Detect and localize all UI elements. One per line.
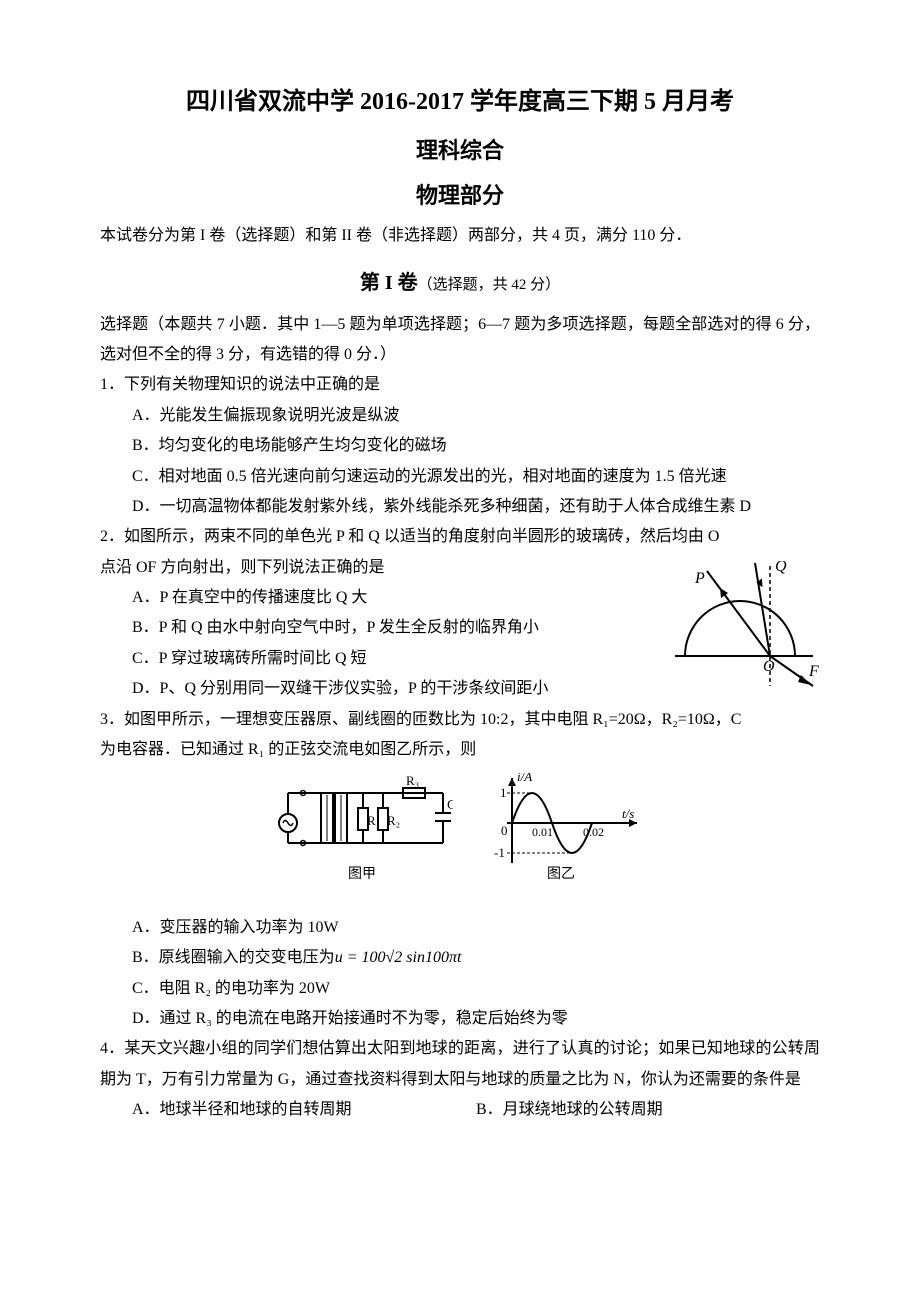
q3-opt-d: D．通过 R₃ 的电流在电路开始接通时不为零，稳定后始终为零	[100, 1004, 820, 1034]
mc-instructions: 选择题（本题共 7 小题．其中 1—5 题为单项选择题；6—7 题为多项选择题，…	[100, 310, 820, 371]
q3-xlabel: t/s	[622, 806, 634, 821]
q1-opt-b: B．均匀变化的电场能够产生均匀变化的磁场	[100, 431, 820, 461]
q3-figures: R₁ R₂ R₃ C 图甲 i/A t/s 1 -1 0 0.01 0.02 图…	[100, 773, 820, 904]
q4-opt-b: B．月球绕地球的公转周期	[476, 1095, 663, 1125]
q3-fig1-caption: 图甲	[348, 867, 376, 882]
q1-opt-c: C．相对地面 0.5 倍光速向前匀速运动的光源发出的光，相对地面的速度为 1.5…	[100, 462, 820, 492]
exam-subject: 理科综合	[100, 130, 820, 172]
q3-figure-2: i/A t/s 1 -1 0 0.01 0.02 图乙	[477, 773, 647, 893]
q3-r2-label: R₂	[387, 813, 400, 828]
q2-opt-d: D．P、Q 分别用同一双缝干涉仪实验，P 的干涉条纹间距小	[100, 674, 600, 704]
q2-stem-line1: 2．如图所示，两束不同的单色光 P 和 Q 以适当的角度射向半圆形的玻璃砖，然后…	[100, 522, 820, 552]
q3-r3-label: R₃	[406, 773, 419, 788]
q1-stem: 1．下列有关物理知识的说法中正确的是	[100, 370, 820, 400]
q3-opt-c: C．电阻 R₂ 的电功率为 20W	[100, 974, 820, 1004]
q3-stem-line2: 为电容器．已知通过 R₁ 的正弦交流电如图乙所示，则	[100, 735, 820, 765]
q2-label-f: F	[808, 663, 819, 680]
q4-opts-ab: A．地球半径和地球的自转周期 B．月球绕地球的公转周期	[100, 1095, 820, 1125]
q4-opt-a: A．地球半径和地球的自转周期	[132, 1095, 476, 1125]
q3-figure-1: R₁ R₂ R₃ C 图甲	[273, 773, 453, 893]
q2-label-p: P	[694, 570, 705, 587]
q3-x2: 0.02	[583, 825, 604, 839]
q2-opt-a: A．P 在真空中的传播速度比 Q 大	[100, 583, 600, 613]
q3-stem-line1: 3．如图甲所示，一理想变压器原、副线圈的匝数比为 10:2，其中电阻 R₁=20…	[100, 705, 820, 735]
q3-ymin: -1	[494, 845, 505, 860]
q3-c-label: C	[447, 798, 453, 813]
q3-ymax: 1	[500, 785, 507, 800]
q3-x1: 0.01	[532, 825, 553, 839]
q2-label-o: O	[763, 658, 775, 675]
q2-stem-line2: 点沿 OF 方向射出，则下列说法正确的是	[100, 553, 600, 583]
exam-title: 四川省双流中学 2016-2017 学年度高三下期 5 月月考	[100, 80, 820, 126]
q3-origin: 0	[501, 823, 508, 838]
section-1-paren: （选择题，共 42 分）	[418, 277, 561, 293]
q2-block: 点沿 OF 方向射出，则下列说法正确的是 A．P 在真空中的传播速度比 Q 大 …	[100, 553, 820, 705]
q3-ylabel: i/A	[517, 773, 532, 784]
q2-opt-c: C．P 穿过玻璃砖所需时间比 Q 短	[100, 644, 600, 674]
section-1-header: 第 I 卷（选择题，共 42 分）	[100, 264, 820, 302]
q3-opt-a: A．变压器的输入功率为 10W	[100, 913, 820, 943]
q1-opt-a: A．光能发生偏振现象说明光波是纵波	[100, 401, 820, 431]
q2-label-q: Q	[775, 561, 787, 575]
exam-part: 物理部分	[100, 175, 820, 217]
section-1-label: 第 I 卷	[360, 272, 418, 294]
q3-opt-b: B．原线圈输入的交变电压为u = 100√2 sin100πt	[100, 943, 820, 973]
q1-opt-d: D．一切高温物体都能发射紫外线，紫外线能杀死多种细菌，还有助于人体合成维生素 D	[100, 492, 820, 522]
q2-opt-b: B．P 和 Q 由水中射向空气中时，P 发生全反射的临界角小	[100, 613, 600, 643]
exam-intro: 本试卷分为第 I 卷（选择题）和第 II 卷（非选择题）两部分，共 4 页，满分…	[100, 221, 820, 251]
q4-stem: 4．某天文兴趣小组的同学们想估算出太阳到地球的距离，进行了认真的讨论；如果已知地…	[100, 1034, 820, 1095]
q3-opt-b-text: B．原线圈输入的交变电压为	[132, 949, 335, 966]
q3-fig2-caption: 图乙	[547, 866, 575, 882]
q3-opt-b-formula: u = 100√2 sin100πt	[335, 949, 462, 966]
q2-figure: P Q O F	[665, 561, 820, 696]
